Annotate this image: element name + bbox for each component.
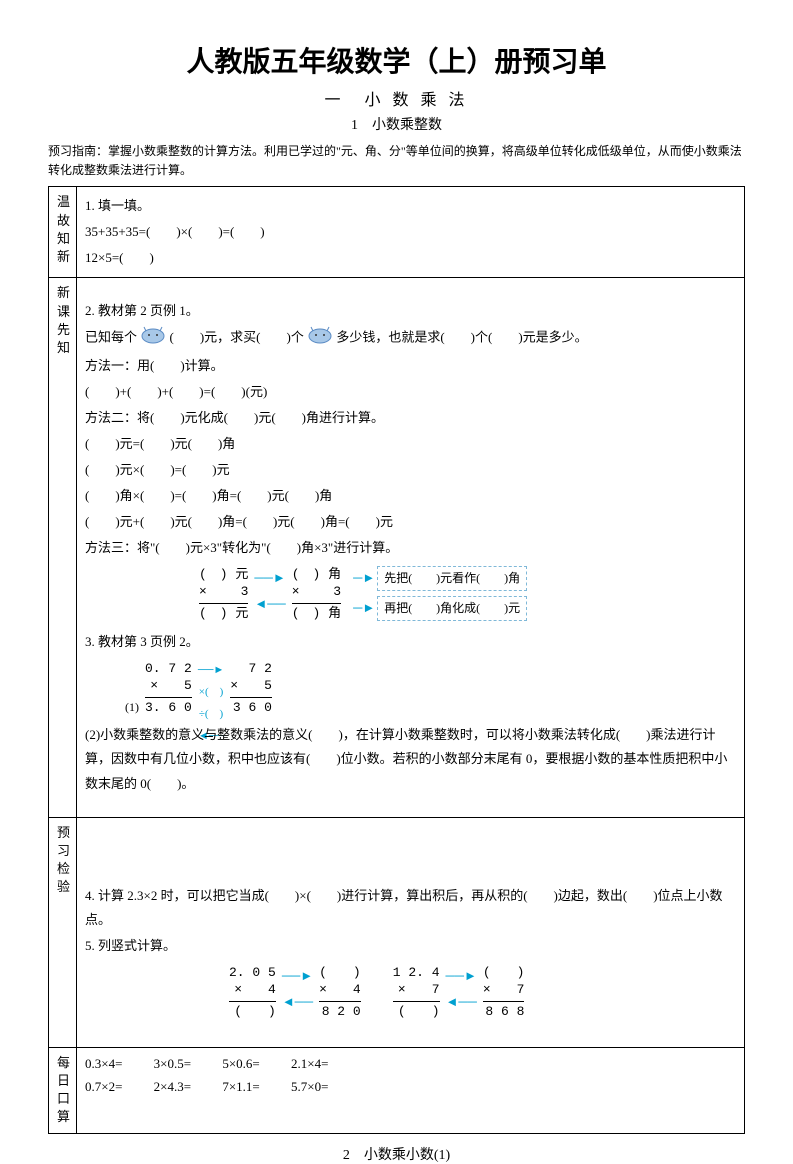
- d13: 2.1×4=: [291, 1056, 328, 1071]
- q2-l1b: ( )元，求买( )个: [170, 330, 304, 345]
- section-title: 1 小数乘整数: [48, 114, 745, 134]
- pig-icon: [307, 324, 333, 353]
- d21: 2×4.3=: [154, 1079, 191, 1094]
- preview-guide: 预习指南：掌握小数乘整数的计算方法。利用已学过的"元、角、分"等单位间的换算，将…: [48, 142, 745, 180]
- q3-c1: 0. 7 2 × 5 3. 6 0: [145, 661, 192, 717]
- section-xinke: 2. 教材第 2 页例 1。 已知每个 ( )元，求买( )个 多少钱，也就是求…: [77, 278, 745, 817]
- q5c2b: × 4: [319, 982, 361, 999]
- arrow-right-icon: ─►: [353, 565, 375, 591]
- d12: 5×0.6=: [222, 1056, 259, 1071]
- q2-calc-row: ( ) 元 × 3 ( ) 元 ──► ◄── ( ) 角 × 3 ( ) 角 …: [195, 565, 736, 625]
- label-xinke: 新课先知: [49, 278, 77, 817]
- q2-m2d: ( )元+( )元( )角=( )元( )角=( )元: [85, 509, 736, 535]
- q3c2a: 7 2: [230, 661, 272, 678]
- q5c4a: ( ): [483, 965, 525, 982]
- arrow-right-icon: ─►: [353, 595, 375, 621]
- q3-p2: (2)小数乘整数的意义与整数乘法的意义( )，在计算小数乘整数时，可以将小数乘法…: [85, 723, 736, 797]
- d23: 5.7×0=: [291, 1079, 328, 1094]
- q2-m1: 方法一：用( )计算。: [85, 353, 736, 379]
- q5c3: 1 2. 4 × 7 ( ): [393, 965, 440, 1021]
- page-title: 人教版五年级数学（上）册预习单: [48, 40, 745, 80]
- label-wengu: 温故知新: [49, 187, 77, 278]
- d20: 0.7×2=: [85, 1079, 122, 1094]
- q5c1a: 2. 0 5: [229, 965, 276, 982]
- q1-l2: 12×5=( ): [85, 245, 736, 271]
- q5c1b: × 4: [229, 982, 276, 999]
- q5c2c: 8 2 0: [319, 1004, 361, 1021]
- c2b: ( ) 角: [292, 606, 341, 623]
- c2t: ( ) 角: [292, 567, 341, 584]
- q3c1b: × 5: [145, 678, 192, 695]
- d10: 0.3×4=: [85, 1056, 122, 1071]
- q5-calc-row: 2. 0 5 × 4 ( ) ──► ◄── ( ) × 4 8 2 0 1 2…: [225, 963, 736, 1023]
- xlbl: ×( ): [199, 686, 224, 698]
- q2-m1a: ( )+( )+( )=( )(元): [85, 379, 736, 405]
- q5c2a: ( ): [319, 965, 361, 982]
- q2-m2c: ( )角×( )=( )角=( )元( )角: [85, 483, 736, 509]
- q3c1a: 0. 7 2: [145, 661, 192, 678]
- arrow-left-icon: ◄──: [254, 591, 285, 617]
- q2-m2a: ( )元=( )元( )角: [85, 431, 736, 457]
- q5c4c: 8 6 8: [483, 1004, 525, 1021]
- q3c2b: × 5: [230, 678, 272, 695]
- d11: 3×0.5=: [154, 1056, 191, 1071]
- label-yuxi: 预习检验: [49, 817, 77, 1047]
- section-yuxi: 4. 计算 2.3×2 时，可以把它当成( )×( )进行计算，算出积后，再从积…: [77, 817, 745, 1047]
- q2-l1: 已知每个 ( )元，求买( )个 多少钱，也就是求( )个( )元是多少。: [85, 324, 736, 353]
- calc-jiao: ( ) 角 × 3 ( ) 角: [292, 567, 341, 623]
- q3c1c: 3. 6 0: [145, 700, 192, 717]
- arrow-right-icon: ──►: [282, 963, 313, 989]
- arrow-left-icon: ◄──: [446, 989, 477, 1015]
- worksheet-table: 温故知新 1. 填一填。 35+35+35=( )×( )=( ) 12×5=(…: [48, 186, 745, 1133]
- q5c2: ( ) × 4 8 2 0: [319, 965, 361, 1021]
- next-section: 2 小数乘小数(1): [48, 1144, 745, 1164]
- q5c4b: × 7: [483, 982, 525, 999]
- q3-calc-row: (1) 0. 7 2 × 5 3. 6 0 ──►×( ) ÷( )◄── 7 …: [125, 659, 736, 719]
- pig-icon: [140, 324, 166, 353]
- arrow-left-icon: ◄──: [282, 989, 313, 1015]
- label-meiri: 每日口算: [49, 1047, 77, 1133]
- chapter-title: 一 小 数 乘 法: [48, 86, 745, 110]
- q2-l1a: 已知每个: [85, 330, 137, 345]
- q5c4: ( ) × 7 8 6 8: [483, 965, 525, 1021]
- q5c3c: ( ): [393, 1004, 440, 1021]
- calc-yuan: ( ) 元 × 3 ( ) 元: [199, 567, 248, 623]
- c2m: × 3: [292, 584, 341, 601]
- q3-prefix: (1): [125, 695, 139, 719]
- section-meiri: 0.3×4= 3×0.5= 5×0.6= 2.1×4= 0.7×2= 2×4.3…: [77, 1047, 745, 1133]
- daily-r1: 0.3×4= 3×0.5= 5×0.6= 2.1×4=: [85, 1052, 736, 1075]
- q2-m3: 方法三：将"( )元×3"转化为"( )角×3"进行计算。: [85, 535, 736, 561]
- c1b: ( ) 元: [199, 606, 248, 623]
- q5c1: 2. 0 5 × 4 ( ): [229, 965, 276, 1021]
- c1m: × 3: [199, 584, 248, 601]
- q5c3a: 1 2. 4: [393, 965, 440, 982]
- d22: 7×1.1=: [222, 1079, 259, 1094]
- q3-c2: 7 2 × 5 3 6 0: [230, 661, 272, 717]
- q3c2c: 3 6 0: [230, 700, 272, 717]
- hint-box-2: 再把( )角化成( )元: [377, 596, 527, 621]
- q2-m2b: ( )元×( )=( )元: [85, 457, 736, 483]
- q1-head: 1. 填一填。: [85, 193, 736, 219]
- q5c1c: ( ): [229, 1004, 276, 1021]
- q2-l1c: 多少钱，也就是求( )个( )元是多少。: [336, 330, 587, 345]
- hint-box-1: 先把( )元看作( )角: [377, 566, 527, 591]
- dlbl: ÷( ): [199, 708, 223, 720]
- section-wengu: 1. 填一填。 35+35+35=( )×( )=( ) 12×5=( ): [77, 187, 745, 278]
- q4-l2: 5. 列竖式计算。: [85, 933, 736, 959]
- arrow-right-icon: ──►: [254, 565, 285, 591]
- q5c3b: × 7: [393, 982, 440, 999]
- arrow-right-icon: ──►: [198, 664, 224, 676]
- q3-head: 3. 教材第 3 页例 2。: [85, 629, 736, 655]
- daily-r2: 0.7×2= 2×4.3= 7×1.1= 5.7×0=: [85, 1075, 736, 1098]
- q4-l1: 4. 计算 2.3×2 时，可以把它当成( )×( )进行计算，算出积后，再从积…: [85, 884, 736, 933]
- arrow-right-icon: ──►: [446, 963, 477, 989]
- q2-head: 2. 教材第 2 页例 1。: [85, 298, 736, 324]
- c1t: ( ) 元: [199, 567, 248, 584]
- q1-l1: 35+35+35=( )×( )=( ): [85, 219, 736, 245]
- q2-m2: 方法二：将( )元化成( )元( )角进行计算。: [85, 405, 736, 431]
